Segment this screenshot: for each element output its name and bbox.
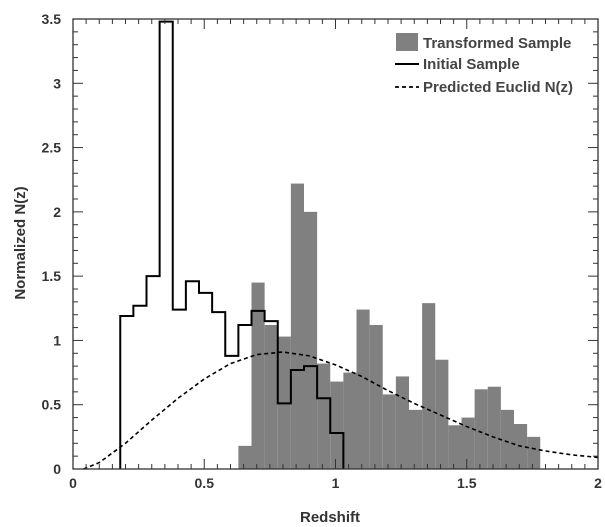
transformed-sample-bar [474, 389, 488, 469]
transformed-sample-bar [304, 211, 318, 469]
transformed-sample-bar [435, 359, 449, 469]
x-axis-title: Redshift [300, 509, 360, 526]
transformed-sample-bar [461, 417, 475, 469]
transformed-sample-bar [382, 394, 396, 469]
transformed-sample-bar [369, 325, 383, 469]
y-tick-label: 1.5 [42, 268, 62, 284]
transformed-sample-bar [409, 409, 423, 469]
transformed-sample-bar [238, 445, 252, 469]
x-tick-label: 1 [332, 475, 340, 491]
x-tick-label: 1.5 [457, 475, 477, 491]
axes: 0 0.5 1 1.5 2 0 0.5 1 1.5 2 2.5 3 3.5 [42, 11, 603, 491]
plot-area [83, 20, 599, 470]
transformed-sample-bar [264, 325, 278, 469]
transformed-sample-bar [251, 282, 265, 469]
legend-label-initial-sample: Initial Sample [423, 56, 520, 73]
transformed-sample-bar [317, 363, 331, 469]
initial-sample-line [119, 20, 345, 469]
predicted-euclid-line [83, 351, 599, 470]
transformed-sample-bar [487, 386, 501, 469]
transformed-sample-bar [527, 436, 541, 469]
legend: Transformed Sample Initial Sample Predic… [395, 33, 573, 96]
y-tick-label: 3.5 [42, 11, 62, 27]
y-axis-title: Normalized N(z) [12, 186, 29, 299]
y-tick-label: 0.5 [42, 397, 62, 413]
legend-label-predicted-euclid: Predicted Euclid N(z) [423, 79, 573, 96]
y-tick-label: 1 [53, 332, 61, 348]
transformed-sample-bar [448, 425, 462, 469]
transformed-sample-bar [356, 309, 370, 469]
legend-label-transformed-sample: Transformed Sample [423, 35, 571, 52]
x-tick-label: 0.5 [195, 475, 215, 491]
x-tick-label: 2 [594, 475, 602, 491]
transformed-sample-bar [500, 409, 514, 469]
transformed-sample-bar [395, 376, 409, 469]
y-tick-label: 0 [53, 461, 61, 477]
transformed-sample-bar [422, 303, 436, 469]
legend-swatch-transformed-sample [396, 33, 418, 51]
x-tick-label: 0 [69, 475, 77, 491]
transformed-sample-bar [290, 183, 304, 470]
transformed-sample-bar [330, 381, 344, 469]
y-tick-label: 2.5 [42, 140, 62, 156]
transformed-sample-bar [343, 372, 357, 469]
y-tick-label: 3 [53, 75, 61, 91]
y-tick-label: 2 [53, 204, 61, 220]
